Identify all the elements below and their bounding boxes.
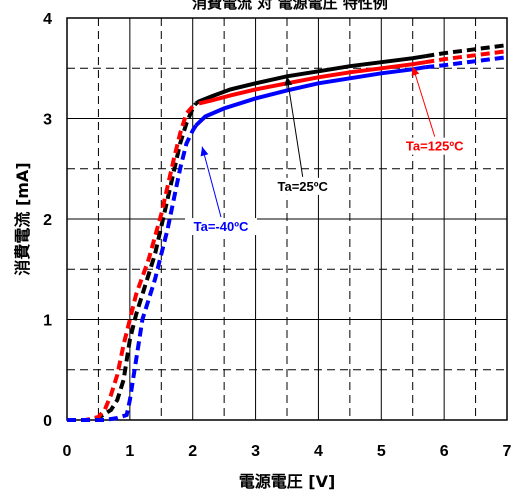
x-tick-label: 0 [63, 443, 72, 460]
grid [67, 18, 507, 420]
annotation-label: Ta=125ºC [406, 139, 464, 154]
y-tick-label: 2 [43, 212, 52, 229]
series-line-low-region [67, 124, 198, 422]
x-tick-label: 2 [188, 443, 197, 460]
series-line-measured [194, 65, 426, 127]
annotation-leader-line [286, 76, 304, 177]
x-tick-label: 4 [314, 443, 323, 460]
series-line-low-region [67, 105, 195, 422]
annotation-label: Ta=-40ºC [194, 219, 249, 234]
x-tick-label: 6 [440, 443, 449, 460]
x-tick-label: 1 [125, 443, 134, 460]
series-1 [67, 49, 508, 422]
y-axis-title: 消費電流 [mA] [13, 162, 32, 275]
y-tick-label: 1 [43, 313, 52, 330]
chart-title: 消費電流 対 電源電圧 特性例 [192, 0, 388, 12]
annotation-leader-line [412, 66, 436, 137]
annotation-label: Ta=25ºC [278, 179, 329, 194]
series-group [67, 43, 508, 422]
x-axis-title: 電源電圧 [V] [239, 472, 336, 491]
annotations: Ta=25ºC Ta=125ºC Ta=-40ºC [185, 66, 471, 236]
y-tick-label: 3 [43, 112, 52, 129]
x-tick-label: 3 [251, 443, 260, 460]
series-2 [67, 55, 508, 422]
x-tick-label: 7 [503, 443, 512, 460]
y-tick-label: 0 [43, 413, 52, 430]
annotation-label-background [270, 177, 335, 195]
annotation-label-background [398, 137, 471, 155]
series-line-tail [424, 49, 508, 65]
tick-labels: 0 1 2 3 4 5 6 7 0 1 2 3 4 [43, 11, 511, 460]
series-line-tail [424, 43, 508, 59]
annotation-arrowhead [200, 146, 209, 157]
series-line-measured [198, 60, 426, 106]
annotation-leader-line [201, 146, 222, 218]
x-tick-label: 5 [377, 443, 386, 460]
y-tick-label: 4 [43, 11, 52, 28]
annotation-arrowhead [284, 76, 293, 86]
series-line-low-region [67, 102, 198, 422]
plot-area [66, 17, 508, 421]
annotation-arrowhead [411, 66, 420, 76]
annotation-label-background [185, 218, 257, 236]
series-line-tail [425, 55, 508, 70]
